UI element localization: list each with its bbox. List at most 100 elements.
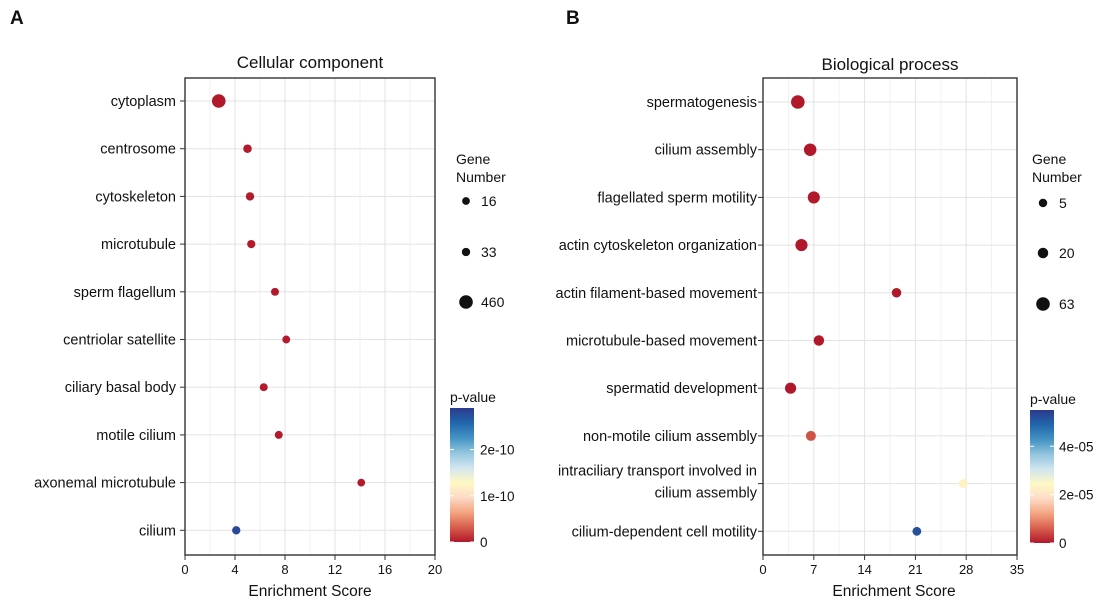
size-legend-dot xyxy=(462,197,470,205)
category-label: actin filament-based movement xyxy=(556,286,758,302)
color-legend-bar xyxy=(450,408,474,542)
plot-b-size-legend: Gene Number 5 20 63 xyxy=(1032,151,1082,312)
category-label: cytoskeleton xyxy=(95,189,176,205)
size-legend-a-title-1: Gene xyxy=(456,151,490,167)
color-legend-label: 0 xyxy=(1059,536,1067,551)
data-point xyxy=(243,144,252,153)
data-point xyxy=(891,288,902,298)
color-legend-label: 0 xyxy=(480,535,488,550)
data-point xyxy=(211,94,226,108)
x-tick-label: 12 xyxy=(328,562,342,577)
color-legend-b-title: p-value xyxy=(1030,391,1076,407)
category-label: centriolar satellite xyxy=(63,333,176,349)
x-tick-label: 0 xyxy=(181,562,188,577)
size-legend-label: 33 xyxy=(481,244,497,260)
panel-letter-a: A xyxy=(10,8,24,29)
data-point xyxy=(803,143,817,156)
category-label: axonemal microtubule xyxy=(34,476,176,492)
size-legend-dot xyxy=(1037,247,1049,259)
category-label: centrosome xyxy=(100,142,176,158)
color-legend-bar xyxy=(1030,410,1054,543)
category-label: ciliary basal body xyxy=(65,380,177,396)
color-legend-label: 2e-05 xyxy=(1059,488,1094,503)
panel-biological-process: Biological process Enrichment Score 0 7 14… xyxy=(556,55,1094,600)
plot-b-frame xyxy=(762,77,1018,556)
category-label: spermatid development xyxy=(606,381,757,397)
data-point xyxy=(791,95,805,109)
data-point xyxy=(912,526,922,536)
data-point xyxy=(232,526,241,535)
data-point xyxy=(259,383,268,392)
data-point xyxy=(271,287,279,296)
plot-b-title: Biological process xyxy=(821,55,958,74)
color-legend-label: 2e-10 xyxy=(480,443,515,458)
x-tick-label: 21 xyxy=(908,562,922,577)
size-legend-label: 20 xyxy=(1059,245,1075,261)
category-label: cilium assembly xyxy=(655,143,758,159)
size-legend-dot xyxy=(459,295,473,309)
plot-b-xticks: 0 7 14 21 28 35 xyxy=(759,555,1024,577)
plot-a-grid xyxy=(184,78,436,555)
x-tick-label: 35 xyxy=(1010,562,1024,577)
data-point xyxy=(807,191,820,204)
data-point xyxy=(357,478,366,487)
data-point xyxy=(795,239,808,252)
plot-b-category-labels: spermatogenesis cilium assembly flagellate… xyxy=(556,95,763,540)
x-tick-label: 7 xyxy=(810,562,817,577)
plot-b-points xyxy=(784,95,968,536)
color-legend-label: 4e-05 xyxy=(1059,439,1094,454)
plot-a-xlabel: Enrichment Score xyxy=(248,583,371,600)
data-point xyxy=(813,335,825,346)
x-tick-label: 20 xyxy=(428,562,442,577)
data-point xyxy=(245,192,255,201)
category-label: intraciliary transport involved in xyxy=(558,464,757,480)
data-point xyxy=(274,430,283,439)
size-legend-label: 5 xyxy=(1059,195,1067,211)
plot-a-xticks: 0 4 8 12 16 20 xyxy=(181,555,442,577)
category-label: microtubule-based movement xyxy=(566,334,757,350)
panel-cellular-component: Cellular component Enrichment Score 0 4 8 1… xyxy=(34,53,514,600)
category-label: microtubule xyxy=(101,237,176,253)
size-legend-dot xyxy=(461,247,471,257)
category-label: sperm flagellum xyxy=(74,285,176,301)
plot-a-color-legend: p-value 2e-10 1e-10 0 xyxy=(450,389,515,550)
x-tick-label: 28 xyxy=(959,562,973,577)
size-legend-label: 63 xyxy=(1059,296,1075,312)
category-label: cilium assembly xyxy=(655,486,758,502)
data-point xyxy=(784,382,797,394)
category-label: motile cilium xyxy=(96,428,176,444)
x-tick-label: 4 xyxy=(231,562,238,577)
category-label: flagellated sperm motility xyxy=(597,190,757,206)
category-label: cytoplasm xyxy=(111,94,176,110)
size-legend-label: 460 xyxy=(481,294,505,310)
plot-a-title: Cellular component xyxy=(237,53,384,72)
plot-b-xlabel: Enrichment Score xyxy=(832,583,955,600)
plot-a-category-labels: cytoplasm centrosome cytoskeleton microtubu… xyxy=(34,94,185,539)
data-point xyxy=(958,479,968,489)
category-label: cilium xyxy=(139,523,176,539)
category-label: cilium-dependent cell motility xyxy=(572,524,758,540)
category-label: spermatogenesis xyxy=(647,95,757,111)
size-legend-b-title-2: Number xyxy=(1032,169,1082,185)
size-legend-a-title-2: Number xyxy=(456,169,506,185)
x-tick-label: 14 xyxy=(857,562,871,577)
panel-letter-b: B xyxy=(566,8,580,29)
size-legend-dot xyxy=(1036,297,1050,311)
x-tick-label: 0 xyxy=(759,562,766,577)
plot-b-grid xyxy=(762,78,1018,555)
plot-a-size-legend: Gene Number 16 33 460 xyxy=(456,151,506,310)
size-legend-dot xyxy=(1038,198,1048,208)
data-point xyxy=(247,239,256,249)
category-label: actin cytoskeleton organization xyxy=(559,238,757,254)
plot-b-color-legend: p-value 4e-05 2e-05 0 xyxy=(1030,391,1094,551)
data-point xyxy=(282,335,291,344)
x-tick-label: 8 xyxy=(281,562,288,577)
color-legend-a-title: p-value xyxy=(450,389,496,405)
plot-a-points xyxy=(211,94,366,535)
color-legend-label: 1e-10 xyxy=(480,489,515,504)
x-tick-label: 16 xyxy=(378,562,392,577)
data-point xyxy=(805,430,816,441)
size-legend-label: 16 xyxy=(481,193,497,209)
plot-a-frame xyxy=(184,77,436,556)
